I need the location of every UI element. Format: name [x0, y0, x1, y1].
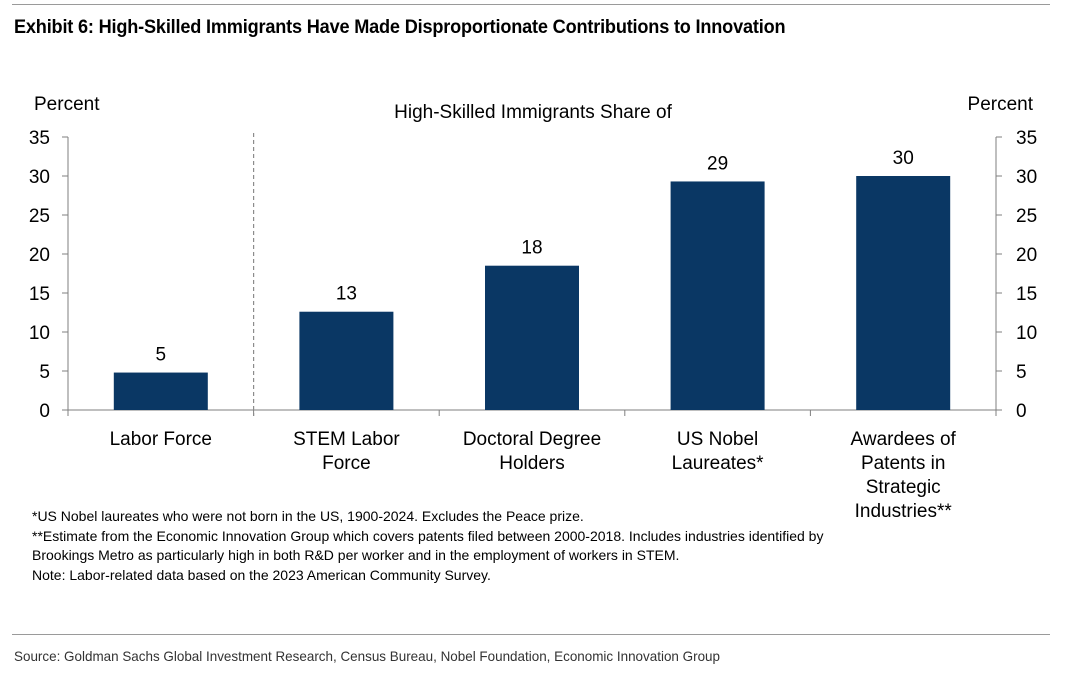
y-tick-label-right: 35: [1016, 128, 1037, 149]
y-tick-label-left: 0: [39, 401, 50, 422]
y-axis-label-left: Percent: [34, 94, 100, 115]
bar: [856, 176, 951, 410]
y-tick-label-left: 20: [29, 245, 50, 266]
x-category-label-line: Force: [322, 453, 371, 474]
x-category-label-line: US Nobel: [677, 429, 758, 450]
y-tick-label-left: 5: [39, 362, 50, 383]
x-category-label: Labor Force: [110, 429, 212, 450]
x-category-label-line: Industries**: [855, 501, 953, 520]
chart-title: High-Skilled Immigrants Share of: [394, 102, 672, 123]
bar: [299, 311, 394, 410]
x-category-label-line: Doctoral Degree: [463, 429, 601, 450]
chart-bars: [113, 176, 951, 410]
bar: [113, 372, 208, 410]
y-tick-label-left: 35: [29, 128, 50, 149]
x-category-label-line: Holders: [499, 453, 564, 474]
y-tick-label-left: 10: [29, 323, 50, 344]
x-category-label-line: Laureates*: [672, 453, 765, 474]
x-category-label-line: Strategic: [866, 477, 941, 498]
y-tick-label-right: 15: [1016, 284, 1037, 305]
x-category-label: STEM Labor Force: [293, 429, 400, 474]
chart-labels: 0 0 5 5 10 10 15 15 20 20 25 25 30 30 35 35 5 Labor Force…: [29, 128, 1037, 520]
y-tick-label-left: 30: [29, 167, 50, 188]
x-category-label: US Nobel Laureates*: [672, 429, 765, 474]
source-line: Source: Goldman Sachs Global Investment …: [14, 648, 720, 664]
x-category-label-line: Labor Force: [110, 429, 212, 450]
y-tick-label-right: 5: [1016, 362, 1027, 383]
x-category-label-line: Patents in: [861, 453, 946, 474]
y-tick-label-right: 25: [1016, 206, 1037, 227]
footnote-labor-data: Note: Labor-related data based on the 20…: [32, 566, 491, 583]
y-tick-label-right: 20: [1016, 245, 1037, 266]
x-category-label-line: STEM Labor: [293, 429, 400, 450]
y-tick-label-left: 15: [29, 284, 50, 305]
bar-data-label: 13: [336, 284, 357, 305]
footnotes: *US Nobel laureates who were not born in…: [32, 507, 823, 585]
bar-data-label: 30: [893, 148, 914, 169]
y-axis-label-right: Percent: [968, 94, 1034, 115]
title-top-rule: [12, 4, 1050, 5]
y-tick-label-right: 30: [1016, 167, 1037, 188]
y-tick-label-right: 0: [1016, 401, 1027, 422]
source-top-rule: [12, 634, 1050, 635]
bar-data-label: 29: [707, 153, 728, 174]
x-category-label-line: Awardees of: [851, 429, 957, 450]
bar-data-label: 5: [156, 345, 167, 366]
exhibit-title: Exhibit 6: High-Skilled Immigrants Have …: [14, 16, 786, 38]
bar: [670, 181, 765, 410]
bar-chart: Percent Percent High-Skilled Immigrants …: [29, 94, 1037, 520]
x-category-label: Doctoral Degree Holders: [463, 429, 601, 474]
bar: [485, 265, 579, 410]
y-tick-label-right: 10: [1016, 323, 1037, 344]
bar-data-label: 18: [521, 238, 542, 259]
footnote-patents-cont: Brookings Metro as particularly high in …: [32, 547, 680, 563]
x-category-label: Awardees of Patents in Strategic Industries…: [851, 429, 957, 520]
y-tick-label-left: 25: [29, 206, 50, 227]
footnote-nobel: *US Nobel laureates who were not born in…: [32, 508, 584, 524]
footnote-patents: **Estimate from the Economic Innovation …: [32, 527, 824, 544]
